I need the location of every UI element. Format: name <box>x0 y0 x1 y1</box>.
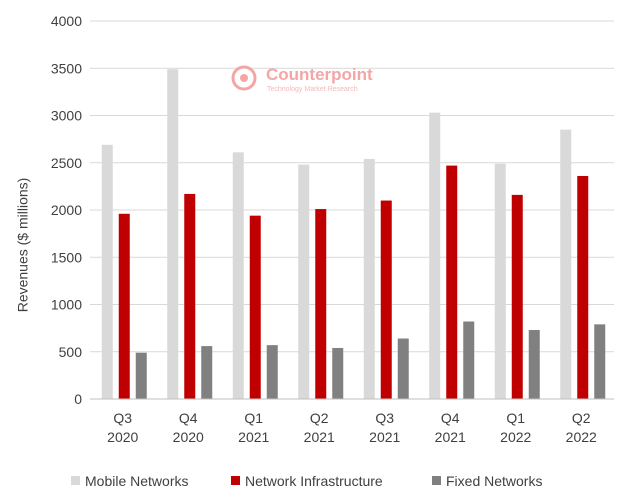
x-tick-label: Q3 <box>113 410 132 426</box>
bar <box>494 163 506 399</box>
x-tick-label: Q4 <box>179 410 198 426</box>
x-tick-label: 2020 <box>107 429 138 445</box>
x-tick-label: Q1 <box>506 410 525 426</box>
y-tick-label: 1500 <box>51 249 82 265</box>
y-tick-label: 3500 <box>51 60 82 76</box>
y-tick-label: 0 <box>74 391 82 407</box>
bar <box>577 175 589 399</box>
bar <box>380 200 392 399</box>
bar <box>528 330 540 399</box>
watermark-logo-icon <box>231 65 257 91</box>
bar <box>511 194 523 399</box>
x-tick-label: 2021 <box>435 429 466 445</box>
x-tick-label: 2022 <box>500 429 531 445</box>
bar <box>101 144 113 399</box>
bar <box>363 158 375 399</box>
bar <box>560 129 572 400</box>
bar <box>446 165 458 399</box>
bar <box>184 193 196 399</box>
legend-swatch <box>71 476 80 485</box>
x-tick-label: Q2 <box>310 410 329 426</box>
y-tick-label: 4000 <box>51 13 82 29</box>
x-tick-label: 2021 <box>369 429 400 445</box>
y-axis-ticks: 0 500 1000 1500 2000 2500 3000 3500 4000 <box>51 13 82 407</box>
y-tick-label: 2000 <box>51 202 82 218</box>
watermark-logo-dot <box>240 74 248 82</box>
bar <box>332 347 344 399</box>
y-tick-label: 1000 <box>51 297 82 313</box>
watermark-logo: Counterpoint Technology Market Research <box>231 65 373 93</box>
y-tick-label: 2500 <box>51 155 82 171</box>
bar <box>201 346 213 399</box>
y-tick-label: 3000 <box>51 108 82 124</box>
x-tick-label: 2021 <box>238 429 269 445</box>
bar <box>232 152 244 399</box>
bar <box>266 345 278 399</box>
bar <box>594 324 606 399</box>
x-axis-ticks: Q3 2020 Q4 2020 Q1 2021 Q2 2021 Q3 2021 Q4 2021 Q1 20… <box>107 410 597 445</box>
bar <box>135 352 147 399</box>
bar <box>429 112 441 399</box>
x-tick-label: 2021 <box>304 429 335 445</box>
watermark-tagline: Technology Market Research <box>267 86 358 93</box>
x-tick-label: Q4 <box>441 410 460 426</box>
legend-swatch <box>231 476 240 485</box>
legend-label: Fixed Networks <box>446 473 542 489</box>
legend: Mobile Networks Network Infrastructure Fix… <box>71 473 542 489</box>
watermark-brand: Counterpoint <box>266 65 373 84</box>
bars <box>101 69 606 400</box>
bar <box>463 321 475 399</box>
x-tick-label: Q2 <box>572 410 591 426</box>
bar <box>167 69 179 399</box>
y-axis-title: Revenues ($ millions) <box>15 178 31 313</box>
x-tick-label: Q3 <box>375 410 394 426</box>
x-tick-label: 2022 <box>566 429 597 445</box>
bar <box>315 209 327 399</box>
x-tick-label: 2020 <box>173 429 204 445</box>
legend-label: Network Infrastructure <box>245 473 383 489</box>
bar <box>397 338 409 399</box>
y-tick-label: 500 <box>59 344 83 360</box>
bar <box>118 213 130 399</box>
bar <box>249 215 261 399</box>
bar <box>298 164 310 399</box>
legend-label: Mobile Networks <box>85 473 188 489</box>
x-tick-label: Q1 <box>244 410 263 426</box>
legend-swatch <box>432 476 441 485</box>
